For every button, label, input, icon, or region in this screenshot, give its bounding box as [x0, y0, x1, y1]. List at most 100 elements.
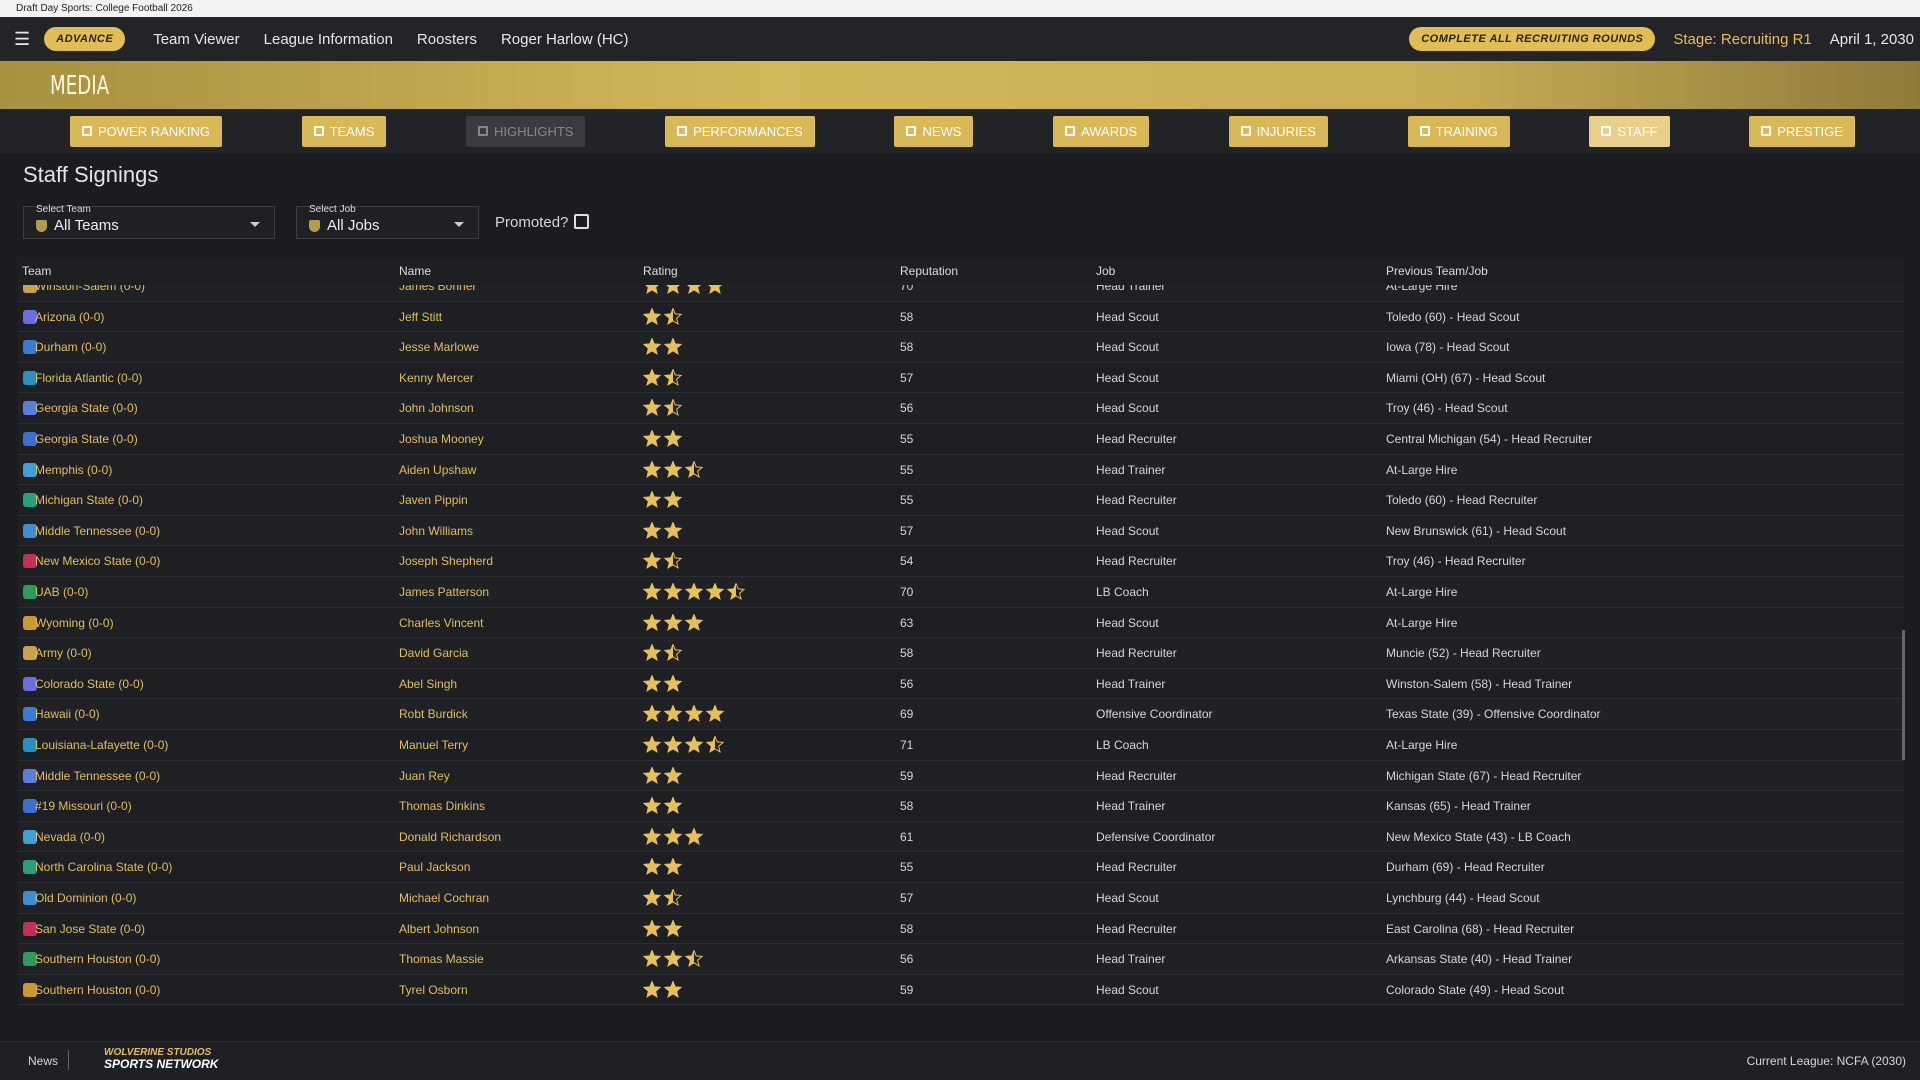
name[interactable]: Abel Singh [399, 676, 458, 691]
team-logo [23, 462, 37, 477]
reputation: 55 [900, 462, 914, 477]
nav-item[interactable]: Team Viewer [153, 30, 240, 48]
team[interactable]: Memphis (0-0) [35, 462, 113, 477]
team[interactable]: Winston-Salem (0-0) [35, 285, 146, 293]
reputation: 54 [900, 554, 914, 569]
previous: Iowa (78) - Head Scout [1386, 340, 1510, 355]
team[interactable]: Florida Atlantic (0-0) [35, 370, 143, 385]
tab[interactable]: TRAINING [1407, 115, 1510, 147]
advance-button[interactable]: ADVANCE [44, 27, 126, 51]
tab[interactable]: AWARDS [1053, 115, 1150, 147]
name[interactable]: Thomas Massie [399, 952, 484, 967]
window-title: Draft Day Sports: College Football 2026 [0, 0, 1920, 17]
star [643, 613, 662, 631]
name[interactable]: Robt Burdick [399, 707, 468, 722]
menu-icon[interactable]: ☰ [14, 28, 31, 49]
team-logo [23, 860, 37, 875]
tab-label: TEAMS [329, 123, 375, 139]
name[interactable]: Michael Cochran [399, 891, 490, 905]
name[interactable]: Albert Johnson [399, 921, 480, 936]
team[interactable]: Georgia State (0-0) [35, 401, 138, 416]
name[interactable]: Kenny Mercer [399, 370, 474, 385]
star [663, 521, 683, 539]
tab[interactable]: INJURIES [1228, 115, 1329, 147]
team[interactable]: Arizona (0-0) [35, 309, 105, 324]
star [643, 858, 662, 876]
team[interactable]: Louisiana-Lafayette (0-0) [35, 738, 169, 752]
job: Head Trainer [1096, 676, 1166, 691]
tab[interactable]: NEWS [894, 115, 974, 147]
tab[interactable]: PRESTIGE [1749, 115, 1855, 147]
reputation: 55 [900, 493, 914, 508]
previous: New Brunswick (61) - Head Scout [1386, 523, 1567, 538]
team[interactable]: UAB (0-0) [35, 585, 89, 599]
team[interactable]: Colorado State (0-0) [35, 676, 144, 691]
name[interactable]: Joseph Shepherd [399, 554, 494, 569]
table-row: Nevada (0-0) Donald Richardson 61 Defensive… [18, 821, 1904, 853]
tab[interactable]: TEAMS [301, 115, 387, 147]
name[interactable]: Jeff Stitt [399, 309, 443, 324]
star [643, 705, 662, 723]
tab[interactable]: STAFF [1589, 115, 1670, 147]
reputation: 59 [900, 768, 914, 783]
name[interactable]: Paul Jackson [399, 860, 471, 875]
name[interactable]: Joshua Mooney [399, 432, 484, 446]
name[interactable]: John Johnson [399, 401, 474, 416]
promoted-checkbox[interactable] [574, 214, 589, 229]
team[interactable]: Southern Houston (0-0) [35, 952, 161, 967]
team[interactable]: Southern Houston (0-0) [35, 982, 161, 997]
team[interactable]: New Mexico State (0-0) [35, 554, 161, 569]
name[interactable]: James Bonner [399, 285, 477, 293]
star [684, 583, 704, 600]
job: Head Recruiter [1096, 646, 1177, 661]
team[interactable]: Durham (0-0) [35, 340, 107, 355]
name[interactable]: David Garcia [399, 646, 469, 661]
team[interactable]: Georgia State (0-0) [35, 432, 138, 446]
team[interactable]: Army (0-0) [35, 646, 92, 661]
name[interactable]: Juan Rey [399, 768, 450, 783]
team[interactable]: Old Dominion (0-0) [35, 891, 137, 905]
scrollbar[interactable] [1902, 630, 1905, 760]
rating [643, 950, 704, 968]
job-select[interactable]: Select Job All Jobs [296, 204, 479, 239]
team-select[interactable]: Select Team All Teams [23, 204, 275, 239]
name[interactable]: John Williams [399, 523, 474, 538]
team-logo [23, 676, 37, 691]
name[interactable]: Tyrel Osborn [399, 982, 468, 997]
news-link[interactable]: News [28, 1054, 59, 1068]
name[interactable]: Charles Vincent [399, 615, 484, 630]
name[interactable]: Aiden Upshaw [399, 462, 477, 477]
name[interactable]: Thomas Dinkins [399, 799, 486, 814]
team[interactable]: Wyoming (0-0) [35, 615, 114, 630]
tab[interactable]: POWER RANKING [70, 115, 222, 147]
table-row: Durham (0-0) Jesse Marlowe 58 Head Scout Iow… [18, 332, 1904, 363]
team[interactable]: Middle Tennessee (0-0) [35, 523, 161, 538]
tab-label: PRESTIGE [1777, 123, 1843, 139]
tab[interactable]: HIGHLIGHTS [465, 115, 586, 147]
nav-item[interactable]: Roger Harlow (HC) [500, 30, 629, 48]
reputation: 56 [900, 676, 914, 691]
previous: Colorado State (49) - Head Scout [1386, 982, 1565, 997]
team[interactable]: North Carolina State (0-0) [35, 860, 173, 875]
tab[interactable]: PERFORMANCES [665, 115, 815, 147]
stage[interactable]: Stage: Recruiting R1 [1673, 30, 1812, 48]
nav-item[interactable]: Roosters [416, 30, 477, 48]
name[interactable]: Javen Pippin [399, 493, 468, 508]
select-label: Select Team [36, 204, 91, 215]
team[interactable]: Middle Tennessee (0-0) [35, 768, 161, 783]
name[interactable]: Manuel Terry [399, 738, 469, 752]
star [643, 766, 662, 784]
team[interactable]: San Jose State (0-0) [35, 921, 146, 936]
star [643, 338, 662, 356]
team[interactable]: Nevada (0-0) [35, 829, 106, 844]
star [663, 797, 683, 815]
complete-button[interactable]: COMPLETE ALL RECRUITING ROUNDS [1409, 27, 1656, 51]
name[interactable]: James Patterson [399, 585, 490, 599]
nav-item[interactable]: League Information [263, 30, 393, 48]
team[interactable]: Michigan State (0-0) [35, 493, 144, 508]
name[interactable]: Donald Richardson [399, 829, 502, 844]
rating [643, 491, 683, 509]
team[interactable]: Hawaii (0-0) [35, 707, 100, 722]
team[interactable]: #19 Missouri (0-0) [35, 799, 132, 814]
name[interactable]: Jesse Marlowe [399, 340, 480, 355]
